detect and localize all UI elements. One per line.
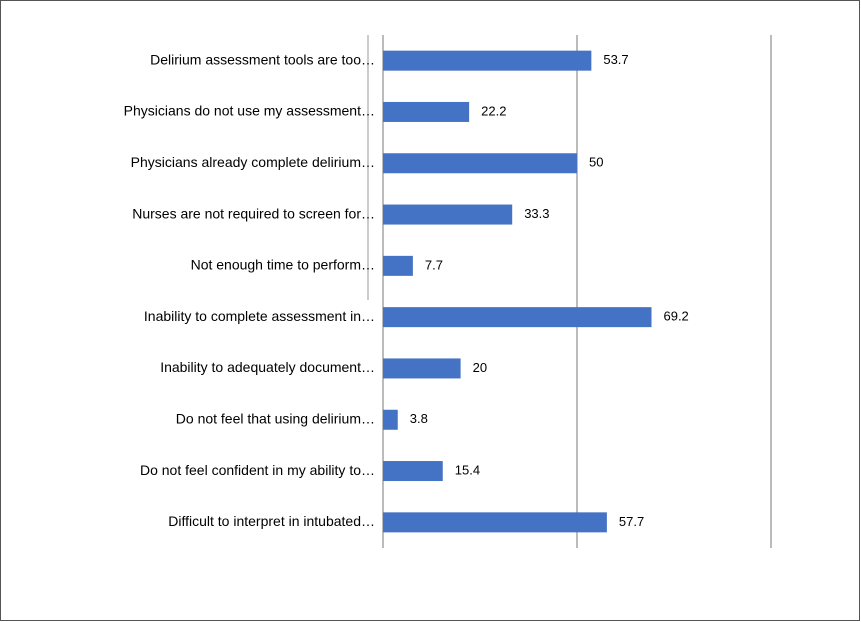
value-label: 15.4 xyxy=(455,462,480,477)
value-label: 22.2 xyxy=(481,103,506,118)
bar xyxy=(383,512,607,533)
y-tick-label: Not enough time to perform… xyxy=(191,257,375,273)
value-label: 50 xyxy=(589,155,603,170)
value-label: 3.8 xyxy=(410,411,428,426)
bar xyxy=(383,50,592,71)
y-tick-label: Difficult to interpret in intubated… xyxy=(168,513,375,529)
y-tick-label: Delirium assessment tools are too… xyxy=(150,51,375,67)
y-tick-label: Inability to complete assessment in… xyxy=(144,308,375,324)
bar xyxy=(383,461,443,482)
value-label: 57.7 xyxy=(619,514,644,529)
y-tick-label: Physicians already complete delirium… xyxy=(131,154,375,170)
y-tick-label: Do not feel confident in my ability to… xyxy=(140,462,375,478)
y-tick-label: Do not feel that using delirium… xyxy=(176,410,375,426)
bar xyxy=(383,101,470,122)
value-label: 7.7 xyxy=(425,257,443,272)
bar xyxy=(383,153,577,174)
value-label: 69.2 xyxy=(663,309,688,324)
value-label: 53.7 xyxy=(603,52,628,67)
bar xyxy=(383,255,413,276)
bar xyxy=(383,358,461,379)
value-label: 33.3 xyxy=(524,206,549,221)
value-label: 20 xyxy=(473,360,487,375)
bar xyxy=(383,409,398,430)
bar xyxy=(383,307,652,328)
y-tick-label: Inability to adequately document… xyxy=(160,359,375,375)
bar xyxy=(383,204,513,225)
y-tick-label: Physicians do not use my assessment… xyxy=(124,103,375,119)
y-tick-label: Nurses are not required to screen for… xyxy=(132,205,375,221)
